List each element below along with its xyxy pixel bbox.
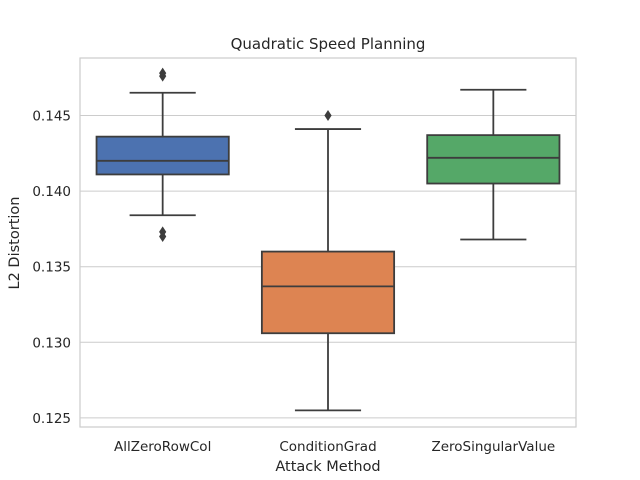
outlier-point xyxy=(159,230,167,242)
y-tick-label: 0.140 xyxy=(32,184,71,200)
box-group xyxy=(426,88,561,241)
y-tick-label: 0.130 xyxy=(32,335,71,351)
outlier-point xyxy=(159,70,167,82)
box-group xyxy=(260,109,396,412)
y-tick-label: 0.135 xyxy=(32,260,71,276)
x-tick-label: ZeroSingularValue xyxy=(431,439,555,455)
x-axis-ticks: AllZeroRowCol ConditionGrad ZeroSingularVa… xyxy=(114,439,555,455)
box-plot-series xyxy=(95,67,561,412)
outlier-point xyxy=(324,109,332,121)
box-group xyxy=(95,67,230,242)
y-axis-label: L2 Distortion xyxy=(7,197,23,290)
iqr-box xyxy=(260,250,396,335)
y-tick-label: 0.145 xyxy=(32,108,71,124)
iqr-box xyxy=(426,134,561,185)
chart-title: Quadratic Speed Planning xyxy=(231,35,426,53)
iqr-box xyxy=(95,135,230,176)
plot-frame xyxy=(79,57,577,428)
x-tick-label: ConditionGrad xyxy=(279,439,376,455)
y-axis-ticks: 0.125 0.130 0.135 0.140 0.145 xyxy=(32,108,71,426)
x-tick-label: AllZeroRowCol xyxy=(114,439,211,455)
y-tick-label: 0.125 xyxy=(32,411,71,427)
x-axis-label: Attack Method xyxy=(275,459,380,475)
